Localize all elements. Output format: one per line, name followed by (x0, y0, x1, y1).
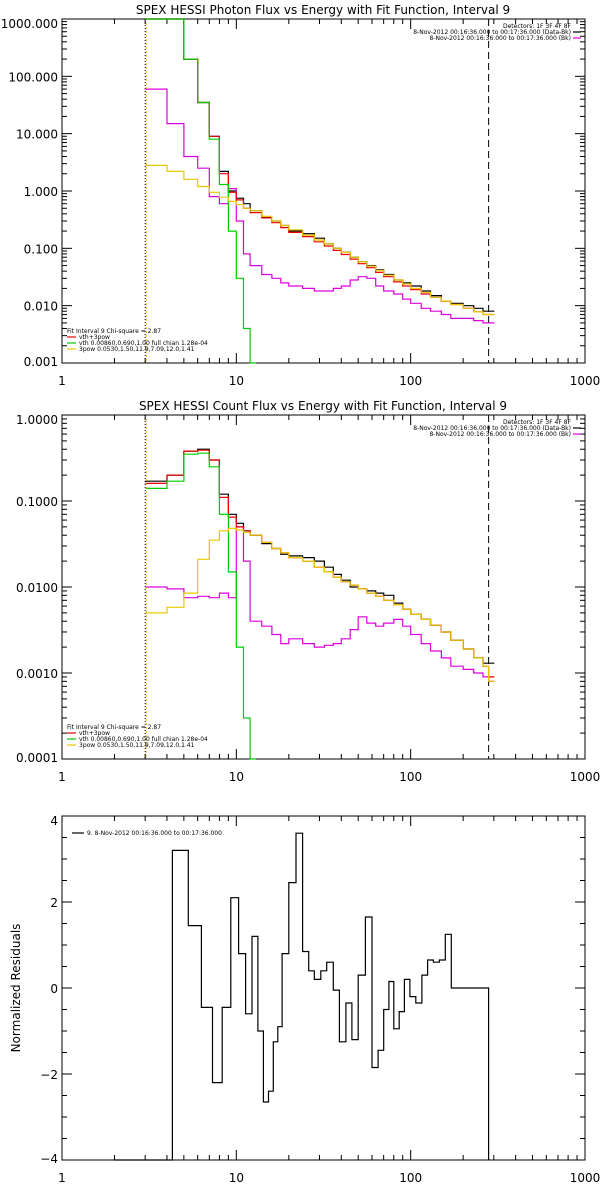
axis-ticks (61, 414, 586, 760)
chart-title: SPEX HESSI Photon Flux vs Energy with Fi… (136, 3, 510, 17)
x-tick-label: 1000 (570, 770, 600, 784)
legend-entry: 3pow 0.0530,1.50,11.9,7.09,12.0,1.41 (79, 742, 195, 749)
legend-entry: vth+3pow (79, 334, 110, 341)
chart-title: SPEX HESSI Count Flux vs Energy with Fit… (139, 399, 507, 413)
x-tick-labels: 1 10 100 1000 (58, 1171, 600, 1185)
y-tick-label: 0.0001 (16, 751, 58, 765)
y-tick-labels: 1000.000 100.000 10.000 1.000 0.100 0.010 0.00… (1, 17, 58, 369)
x-tick-label: 1000 (570, 374, 600, 388)
x-tick-label: 100 (399, 770, 422, 784)
data-bk-series-line (145, 448, 495, 664)
y-tick-label: 2 (50, 896, 58, 910)
legend-entry: 8-Nov-2012 00:16:36.000 to 00:17:36.000 … (429, 35, 571, 42)
y-tick-label: 0.1000 (16, 495, 58, 509)
3pow-series-line (145, 164, 495, 316)
residuals-panel: Normalized Residuals 9. 8-Nov-2012 00:16… (9, 814, 600, 1185)
y-tick-label: 0.001 (24, 355, 58, 369)
series-layer (114, 832, 490, 1161)
plot-frame (61, 18, 586, 364)
y-tick-labels: 4 2 0 −2 −4 (40, 814, 58, 1166)
x-tick-label: 1 (58, 770, 66, 784)
photon-flux-panel: SPEX HESSI Photon Flux vs Energy with Fi… (1, 3, 600, 388)
x-tick-label: 10 (229, 374, 244, 388)
x-tick-labels: 1 10 100 1000 (58, 374, 600, 388)
legend-bottom-left: Fit Interval 9 Chi-square = 2.87vth+3pow… (67, 724, 208, 749)
y-tick-label: 4 (50, 814, 58, 828)
legend-bottom-left: Fit Interval 9 Chi-square = 2.87vth+3pow… (67, 328, 208, 353)
legend-entry: vth+3pow (79, 730, 110, 737)
x-tick-label: 1 (58, 374, 66, 388)
vth-series-line (145, 452, 256, 760)
axis-ticks (61, 18, 586, 364)
y-tick-label: 100.000 (8, 70, 58, 84)
legend-entry: Fit Interval 9 Chi-square = 2.87 (67, 724, 161, 731)
legend-entry: 9. 8-Nov-2012 00:16:36.000 to 00:17:36.0… (87, 830, 222, 837)
plot-frame (61, 815, 586, 1161)
legend: 9. 8-Nov-2012 00:16:36.000 to 00:17:36.0… (72, 830, 222, 837)
x-tick-label: 100 (399, 374, 422, 388)
legend-entry: 8-Nov-2012 00:16:36.000 to 00:17:36.000 … (413, 29, 571, 36)
legend-entry: Detectors: 1F 3F 4F 8F (503, 23, 572, 30)
legend-entry: vth 0.00860,0.690,1.00 full chian 1.28e-… (79, 736, 208, 743)
y-tick-label: 10.000 (16, 128, 58, 142)
x-tick-label: 1 (58, 1171, 66, 1185)
y-tick-label: 0.0100 (16, 581, 58, 595)
x-tick-label: 1000 (570, 1171, 600, 1185)
legend-top-right: Detectors: 1F 3F 4F 8F8-Nov-2012 00:16:3… (413, 23, 581, 42)
bk-series-line (145, 88, 495, 324)
series-layer (144, 415, 495, 760)
plot-frame (61, 414, 586, 760)
vth-series-line (145, 18, 256, 364)
y-tick-label: 0.010 (24, 300, 58, 314)
x-tick-label: 100 (399, 1171, 422, 1185)
y-tick-labels: 1.0000 0.1000 0.0100 0.0010 0.0001 (16, 413, 58, 765)
y-tick-label: 1.0000 (16, 413, 58, 427)
axis-ticks (61, 815, 586, 1161)
legend-entry: 3pow 0.0530,1.50,11.9,7.09,12.0,1.41 (79, 346, 195, 353)
legend-entry: 8-Nov-2012 00:16:36.000 to 00:17:36.000 … (429, 431, 571, 438)
bk-series-line (145, 526, 495, 682)
legend-entry: 8-Nov-2012 00:16:36.000 to 00:17:36.000 … (413, 425, 571, 432)
series-layer (144, 18, 495, 364)
y-tick-label: 0.100 (24, 242, 58, 256)
legend-entry: Detectors: 1F 3F 4F 8F (503, 419, 572, 426)
y-tick-label: 1000.000 (1, 17, 58, 31)
y-axis-label: Normalized Residuals (9, 924, 23, 1053)
y-tick-label: 1.000 (24, 185, 58, 199)
residual-series-line (114, 832, 490, 1161)
y-tick-label: 0.0010 (16, 667, 58, 681)
3pow-series-line (145, 527, 495, 682)
x-tick-label: 10 (229, 770, 244, 784)
y-tick-label: −2 (40, 1068, 58, 1082)
legend-entry: vth 0.00860,0.690,1.00 full chian 1.28e-… (79, 340, 208, 347)
legend-top-right: Detectors: 1F 3F 4F 8F8-Nov-2012 00:16:3… (413, 419, 581, 438)
y-tick-label: 0 (50, 982, 58, 996)
y-tick-label: −4 (40, 1152, 58, 1166)
count-flux-panel: SPEX HESSI Count Flux vs Energy with Fit… (16, 399, 600, 784)
x-tick-label: 10 (229, 1171, 244, 1185)
legend-entry: Fit Interval 9 Chi-square = 2.87 (67, 328, 161, 335)
x-tick-labels: 1 10 100 1000 (58, 770, 600, 784)
